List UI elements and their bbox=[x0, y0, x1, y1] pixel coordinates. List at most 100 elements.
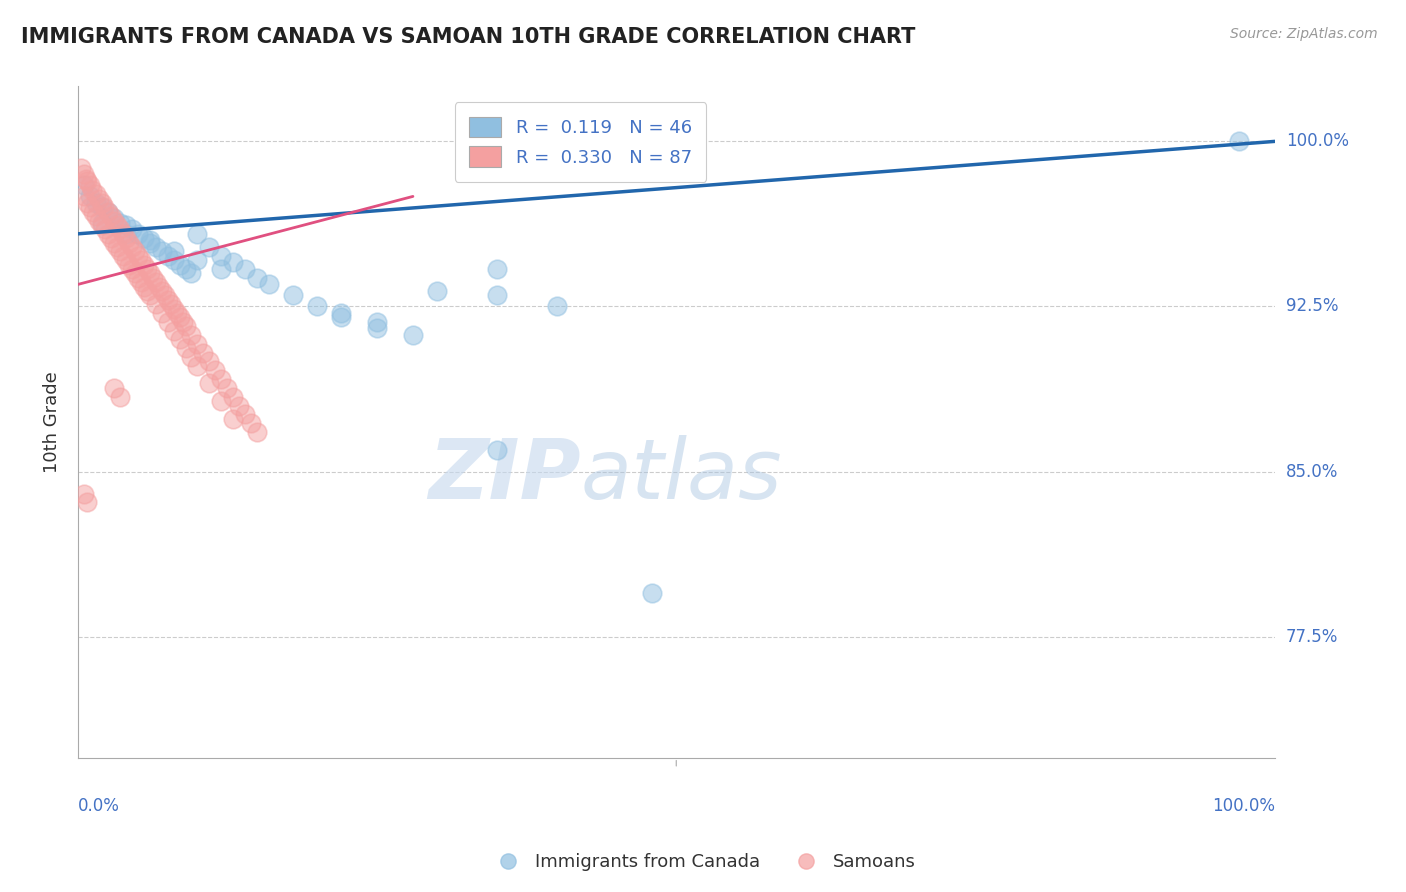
Point bbox=[118, 258, 141, 272]
Legend: R =  0.119   N = 46, R =  0.330   N = 87: R = 0.119 N = 46, R = 0.330 N = 87 bbox=[454, 102, 706, 182]
Point bbox=[160, 297, 183, 311]
Point bbox=[121, 240, 143, 254]
Point bbox=[100, 209, 122, 223]
Point bbox=[169, 333, 191, 347]
Point bbox=[79, 178, 101, 193]
Point bbox=[235, 407, 257, 421]
Point bbox=[162, 244, 184, 259]
Point bbox=[76, 196, 98, 211]
Point bbox=[209, 262, 232, 277]
Point bbox=[138, 288, 160, 302]
Point bbox=[114, 231, 136, 245]
Point bbox=[166, 306, 188, 320]
Y-axis label: 10th Grade: 10th Grade bbox=[44, 371, 60, 473]
Point bbox=[641, 585, 664, 599]
Point bbox=[402, 328, 425, 343]
Point bbox=[76, 174, 98, 188]
Point bbox=[129, 253, 152, 268]
Point bbox=[222, 390, 245, 404]
Point bbox=[79, 189, 101, 203]
Point bbox=[132, 279, 155, 293]
Point bbox=[114, 253, 136, 268]
Point bbox=[108, 244, 131, 259]
Point bbox=[90, 218, 112, 232]
Point bbox=[89, 192, 111, 206]
Point bbox=[235, 262, 257, 277]
Point bbox=[82, 204, 104, 219]
Point bbox=[84, 187, 107, 202]
Point bbox=[330, 306, 353, 320]
Point bbox=[136, 284, 159, 298]
Point bbox=[150, 244, 173, 259]
Point bbox=[169, 258, 191, 272]
Point bbox=[124, 244, 146, 259]
Text: ZIP: ZIP bbox=[427, 435, 581, 516]
Point bbox=[145, 240, 167, 254]
Point bbox=[114, 227, 136, 241]
Point bbox=[90, 216, 112, 230]
Point bbox=[121, 222, 143, 236]
Point bbox=[75, 171, 97, 186]
Point bbox=[105, 218, 128, 232]
Point bbox=[246, 425, 269, 439]
Point bbox=[546, 300, 568, 314]
Point bbox=[145, 297, 167, 311]
Text: Source: ZipAtlas.com: Source: ZipAtlas.com bbox=[1230, 27, 1378, 41]
Point bbox=[112, 249, 135, 263]
Point bbox=[150, 306, 173, 320]
Point bbox=[217, 381, 239, 395]
Text: 0.0%: 0.0% bbox=[77, 797, 120, 814]
Point bbox=[162, 301, 184, 316]
Point bbox=[228, 399, 250, 413]
Point bbox=[136, 262, 159, 277]
Point bbox=[204, 363, 226, 377]
Point bbox=[142, 270, 165, 285]
Point bbox=[93, 201, 115, 215]
Point bbox=[246, 270, 269, 285]
Text: 100.0%: 100.0% bbox=[1212, 797, 1275, 814]
Point bbox=[114, 218, 136, 232]
Point bbox=[127, 249, 149, 263]
Point bbox=[172, 315, 194, 329]
Point bbox=[79, 201, 101, 215]
Point bbox=[97, 204, 120, 219]
Point bbox=[485, 288, 508, 302]
Legend: Immigrants from Canada, Samoans: Immigrants from Canada, Samoans bbox=[484, 847, 922, 879]
Point bbox=[209, 372, 232, 386]
Point bbox=[162, 253, 184, 268]
Point bbox=[90, 196, 112, 211]
Point bbox=[222, 411, 245, 425]
Point bbox=[108, 222, 131, 236]
Point bbox=[129, 275, 152, 289]
Point bbox=[76, 495, 98, 509]
Point bbox=[198, 376, 221, 391]
Point bbox=[84, 209, 107, 223]
Point bbox=[112, 227, 135, 241]
Point bbox=[156, 293, 179, 307]
Point bbox=[84, 196, 107, 211]
Text: IMMIGRANTS FROM CANADA VS SAMOAN 10TH GRADE CORRELATION CHART: IMMIGRANTS FROM CANADA VS SAMOAN 10TH GR… bbox=[21, 27, 915, 46]
Point bbox=[97, 227, 120, 241]
Point bbox=[180, 350, 202, 364]
Point bbox=[73, 168, 96, 182]
Point bbox=[108, 390, 131, 404]
Point bbox=[485, 262, 508, 277]
Point bbox=[186, 337, 208, 351]
Text: 85.0%: 85.0% bbox=[1286, 463, 1339, 481]
Point bbox=[132, 258, 155, 272]
Point bbox=[108, 216, 131, 230]
Point bbox=[138, 234, 160, 248]
Point bbox=[198, 354, 221, 368]
Point bbox=[198, 240, 221, 254]
Point bbox=[94, 222, 117, 236]
Point bbox=[259, 277, 281, 292]
Text: 100.0%: 100.0% bbox=[1286, 132, 1348, 151]
Point bbox=[186, 253, 208, 268]
Point bbox=[169, 310, 191, 325]
Point bbox=[127, 227, 149, 241]
Point bbox=[100, 231, 122, 245]
Point bbox=[124, 267, 146, 281]
Point bbox=[70, 161, 93, 175]
Point bbox=[186, 227, 208, 241]
Point bbox=[174, 319, 197, 334]
